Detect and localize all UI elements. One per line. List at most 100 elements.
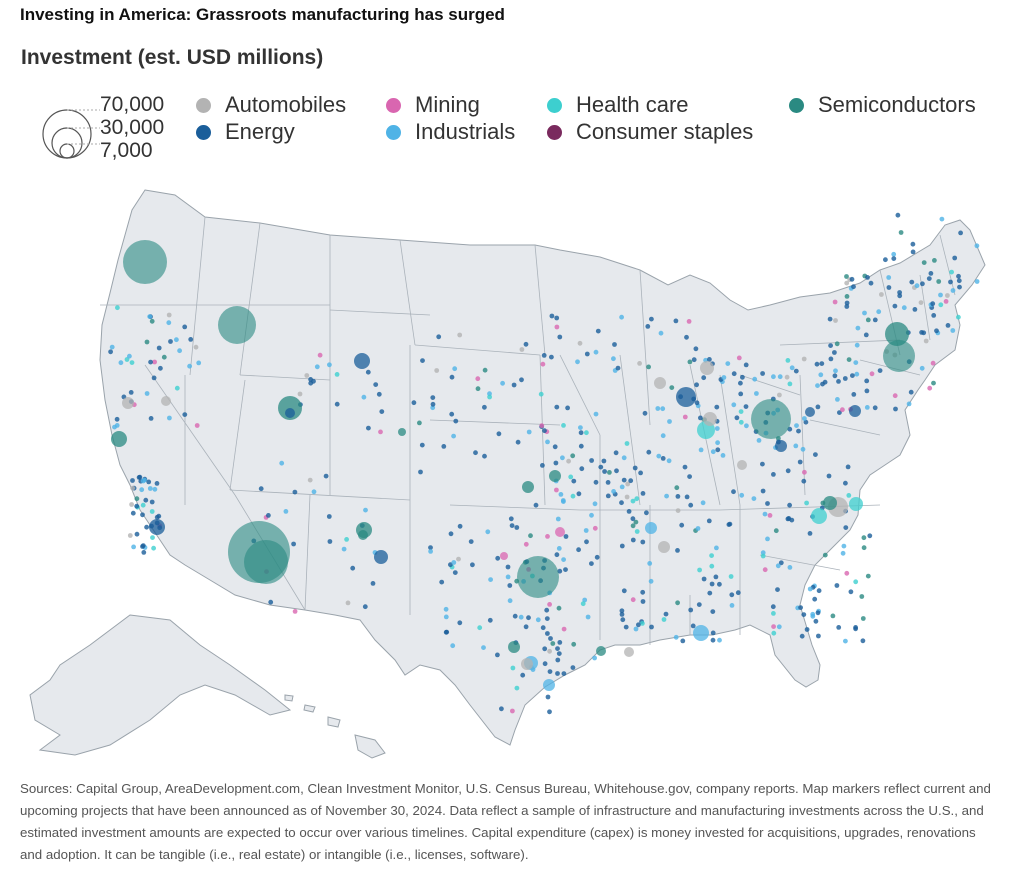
marker-energy [589,458,594,463]
marker-energy [717,581,722,587]
marker-energy [365,369,371,375]
marker-industrials [695,526,701,531]
marker-automobiles [456,556,461,562]
marker-energy [548,636,553,641]
marker-industrials [578,425,583,430]
marker-health-care [697,567,702,573]
marker-energy [707,357,712,362]
marker-industrials [938,292,943,298]
state-border-line [414,344,541,356]
marker-energy [143,497,149,503]
marker-mining [832,299,838,305]
marker-energy [644,510,649,516]
marker-energy [734,415,740,421]
marker-energy [849,405,861,417]
marker-energy [619,543,625,549]
marker-energy [156,513,162,519]
marker-automobiles [658,541,670,553]
marker-energy [579,466,585,472]
marker-energy [373,382,379,387]
marker-industrials [950,328,956,333]
marker-energy [547,669,553,674]
marker-energy [140,544,145,549]
marker-industrials [583,528,589,533]
marker-energy [334,401,340,407]
marker-energy [731,489,736,495]
marker-mining [152,359,158,365]
marker-industrials [974,243,980,249]
marker-energy [793,368,799,374]
marker-energy [834,583,840,588]
marker-energy [578,430,584,436]
sources-note: Sources: Capital Group, AreaDevelopment.… [20,781,991,862]
marker-automobiles [129,502,135,507]
marker-energy [439,579,445,585]
marker-energy [796,428,801,434]
marker-energy [130,510,136,516]
marker-automobiles [945,293,950,298]
state-border-line [229,489,411,501]
marker-energy [614,468,619,474]
marker-energy [956,278,962,284]
marker-industrials [279,460,285,466]
state-border-line [239,374,331,381]
marker-energy [842,376,848,381]
marker-semiconductors [846,357,852,362]
marker-industrials [341,546,347,552]
marker-energy [598,464,604,470]
marker-automobiles [737,460,747,470]
marker-industrials [443,606,449,612]
marker-health-care [151,545,157,551]
marker-energy [844,304,850,309]
size-label-medium: 30,000 [100,116,165,139]
marker-industrials [648,578,654,584]
marker-semiconductors [556,605,562,611]
marker-energy [547,709,552,715]
marker-industrials [619,484,625,490]
marker-energy [691,357,697,363]
marker-energy [457,523,463,529]
marker-energy [554,315,560,321]
marker-mining [927,385,933,391]
marker-energy [114,416,120,422]
marker-health-care [124,357,130,362]
marker-industrials [721,375,727,380]
marker-health-care [584,430,589,436]
marker-energy [520,672,526,678]
marker-energy [770,604,776,610]
size-circle-medium [51,127,83,159]
legend-item-industrials: Industrials [386,121,515,143]
marker-industrials [582,597,588,603]
marker-energy [743,404,749,409]
marker-health-care [624,441,630,446]
marker-industrials [787,565,793,570]
marker-energy [623,624,629,630]
marker-energy [684,334,689,340]
marker-industrials [452,366,458,372]
marker-energy [799,633,805,639]
marker-energy [487,617,493,623]
marker-industrials [451,433,456,439]
marker-energy [710,630,716,636]
size-label-large: 70,000 [100,93,165,116]
marker-energy [765,501,770,506]
marker-industrials [760,550,766,556]
marker-energy [362,604,368,610]
hawaii-kauai [284,694,294,702]
marker-energy [849,276,855,282]
marker-industrials [611,356,616,362]
marker-industrials [647,561,653,566]
marker-industrials [754,391,759,396]
marker-industrials [656,453,662,459]
marker-industrials [777,374,783,380]
marker-health-care [630,498,636,504]
chart-subtitle: Investment (est. USD millions) [21,46,324,69]
marker-energy [134,503,140,509]
marker-energy [526,615,531,621]
marker-energy [470,562,475,568]
marker-energy [760,461,765,467]
marker-energy [640,539,646,545]
marker-energy [350,565,356,571]
marker-energy [786,516,792,521]
marker-industrials [660,433,666,439]
